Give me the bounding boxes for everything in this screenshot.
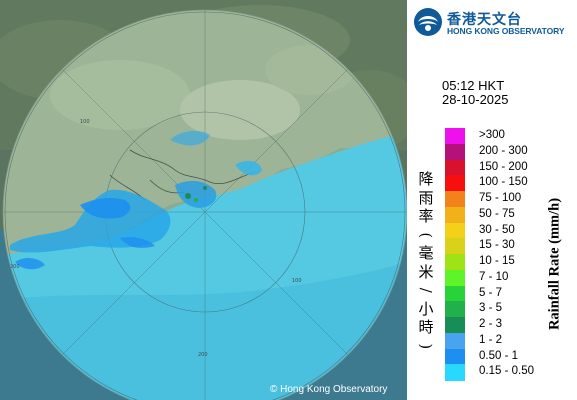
legend-label: 1 - 2 (479, 333, 503, 346)
legend-label: 30 - 50 (479, 223, 515, 236)
hko-logo: 香港天文台 HONG KONG OBSERVATORY (413, 7, 573, 37)
legend-swatch (445, 332, 465, 349)
range-label: 100 (292, 278, 302, 284)
radar-map-canvas: 100 200 100 200 (0, 0, 407, 400)
legend-label: 0.50 - 1 (479, 349, 518, 362)
legend-swatch (445, 348, 465, 365)
legend-swatch (445, 269, 465, 286)
observation-time: 05:12 HKT (442, 78, 505, 93)
legend-label: >300 (479, 129, 505, 141)
legend-label: 5 - 7 (479, 286, 503, 299)
legend-title-en: Rainfall Rate (mm/h) (546, 197, 563, 331)
legend-title-zh: 降雨率(毫米 / 小時) (417, 170, 436, 349)
legend-label: 50 - 75 (479, 207, 515, 220)
legend-swatch (445, 206, 465, 223)
legend-label: 7 - 10 (479, 270, 509, 283)
legend-label: 150 - 200 (479, 160, 528, 173)
legend-swatch (445, 222, 465, 239)
legend-color-scale (445, 128, 465, 381)
legend-swatch (445, 317, 465, 334)
legend-label: 10 - 15 (479, 255, 515, 267)
observation-date: 28-10-2025 (442, 92, 509, 107)
rain-echoes (10, 130, 262, 270)
legend-swatch (445, 128, 465, 145)
legend-swatch (445, 364, 465, 381)
legend-swatch (445, 159, 465, 176)
copyright-notice: © Hong Kong Observatory (270, 384, 388, 395)
legend-swatch (445, 285, 465, 302)
legend-label: 200 - 300 (479, 144, 528, 157)
legend-label: 15 - 30 (479, 239, 515, 252)
legend-swatch (445, 254, 465, 271)
org-name-en: HONG KONG OBSERVATORY (447, 26, 565, 36)
legend-label: 75 - 100 (479, 192, 522, 204)
range-label: 100 (80, 119, 90, 125)
legend-swatch (445, 301, 465, 318)
legend-label: 100 - 150 (479, 176, 528, 189)
range-label: 200 (10, 264, 20, 270)
radar-map: 100 200 100 200 © Hong Kong Observatory (0, 0, 407, 400)
legend-swatch (445, 175, 465, 192)
hko-logo-icon (414, 8, 442, 36)
org-name-zh: 香港天文台 (447, 12, 522, 28)
range-label: 200 (198, 352, 208, 358)
side-panel: 香港天文台 HONG KONG OBSERVATORY 05:12 HKT 28… (407, 0, 577, 400)
legend-label: 2 - 3 (479, 318, 503, 330)
radar-coverage-disc: 100 200 100 200 (3, 10, 407, 400)
legend-swatch (445, 143, 465, 160)
legend-swatch (445, 191, 465, 208)
legend-label: 0.15 - 0.50 (479, 365, 534, 378)
legend-label: 3 - 5 (479, 302, 503, 315)
legend-swatch (445, 238, 465, 255)
